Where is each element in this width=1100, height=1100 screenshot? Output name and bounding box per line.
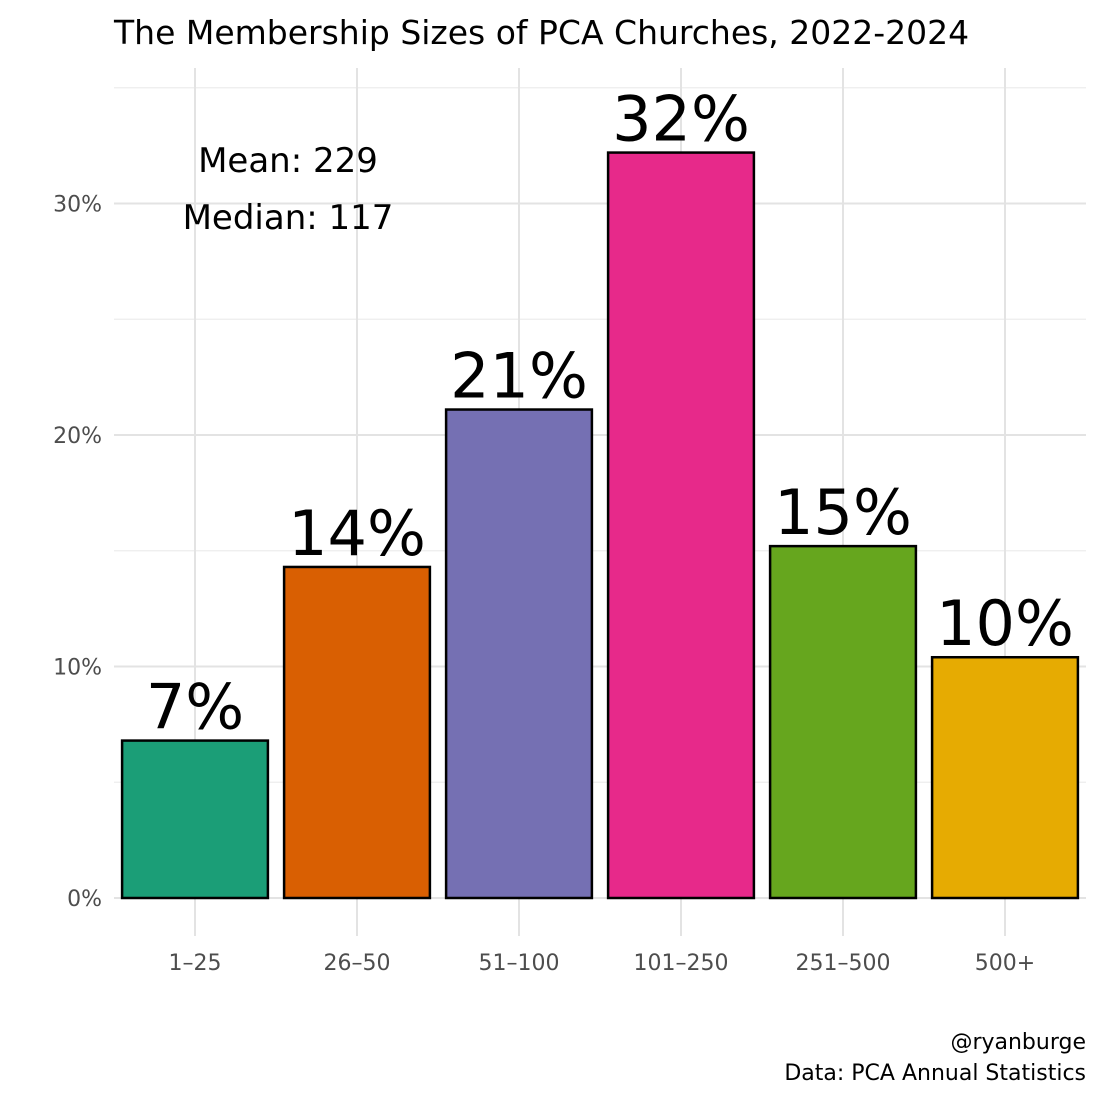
bar — [120, 739, 270, 900]
caption-handle: @ryanburge — [950, 1030, 1086, 1055]
x-tick-label: 500+ — [975, 951, 1035, 976]
y-tick-label: 0% — [67, 887, 102, 912]
mean-annotation: Mean: 229 — [198, 141, 378, 181]
bar-data-label: 10% — [936, 587, 1074, 660]
bar-data-label: 32% — [612, 83, 750, 156]
x-tick-label: 1–25 — [169, 951, 222, 976]
bars — [120, 151, 1080, 900]
bar-data-label: 15% — [774, 476, 912, 549]
x-tick-label: 51–100 — [479, 951, 560, 976]
bar-data-label: 7% — [146, 671, 244, 744]
bar-data-label: 21% — [450, 340, 588, 413]
bar-data-labels: 7% 14% 21% 32% 15% 10% — [146, 83, 1074, 744]
bar — [768, 544, 918, 900]
bar — [444, 408, 594, 900]
median-annotation: Median: 117 — [183, 198, 394, 238]
y-axis-ticks: 0% 10% 20% 30% — [53, 193, 102, 913]
chart-title: The Membership Sizes of PCA Churches, 20… — [113, 13, 969, 52]
bar — [282, 565, 432, 900]
bar — [606, 151, 756, 900]
y-tick-label: 30% — [53, 193, 102, 218]
bar-data-label: 14% — [288, 497, 426, 570]
y-tick-label: 10% — [53, 656, 102, 681]
x-axis-ticks: 1–25 26–50 51–100 101–250 251–500 500+ — [169, 951, 1036, 976]
bar — [930, 655, 1080, 900]
caption-source: Data: PCA Annual Statistics — [784, 1061, 1086, 1086]
x-tick-label: 26–50 — [324, 951, 391, 976]
x-tick-label: 251–500 — [796, 951, 891, 976]
x-tick-label: 101–250 — [634, 951, 729, 976]
y-tick-label: 20% — [53, 424, 102, 449]
